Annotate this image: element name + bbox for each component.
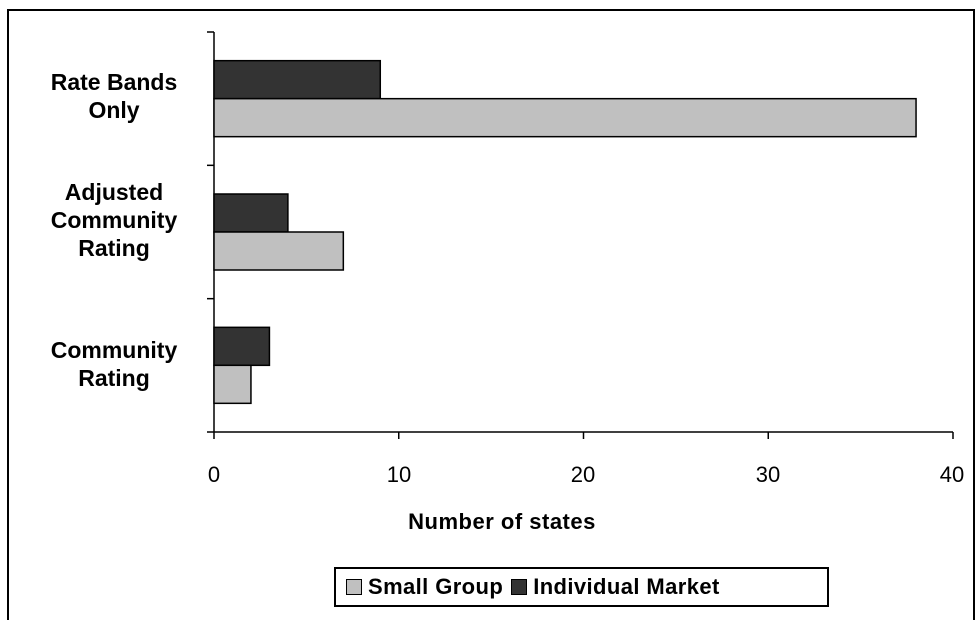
category-label-adjusted-community-rating: Adjusted Community Rating [50, 179, 178, 261]
bar-individual-market [213, 59, 382, 100]
x-axis-title: Number of states [408, 509, 596, 534]
x-tick-label: 0 [207, 462, 221, 487]
x-tick-label: 10 [386, 462, 412, 487]
bar-small-group [213, 231, 345, 271]
bar-individual-market [213, 193, 289, 233]
legend-item-individual-market: Individual Market [511, 574, 720, 600]
x-tick-label: 40 [939, 462, 965, 487]
category-label-community-rating: Community Rating [50, 337, 178, 391]
bar-small-group [213, 97, 917, 138]
bar-small-group [213, 364, 252, 405]
legend-label-small-group: Small Group [368, 574, 504, 599]
bar-individual-market [213, 326, 271, 367]
legend-swatch-small-group [346, 579, 362, 595]
category-label-rate-bands-only: Rate Bands Only [50, 69, 178, 123]
x-tick-label: 20 [570, 462, 596, 487]
legend-item-small-group: Small Group [346, 574, 503, 600]
legend: Small Group Individual Market [334, 567, 829, 607]
legend-swatch-individual-market [511, 579, 528, 595]
legend-label-individual-market: Individual Market [533, 574, 720, 599]
x-tick-label: 30 [755, 462, 781, 487]
